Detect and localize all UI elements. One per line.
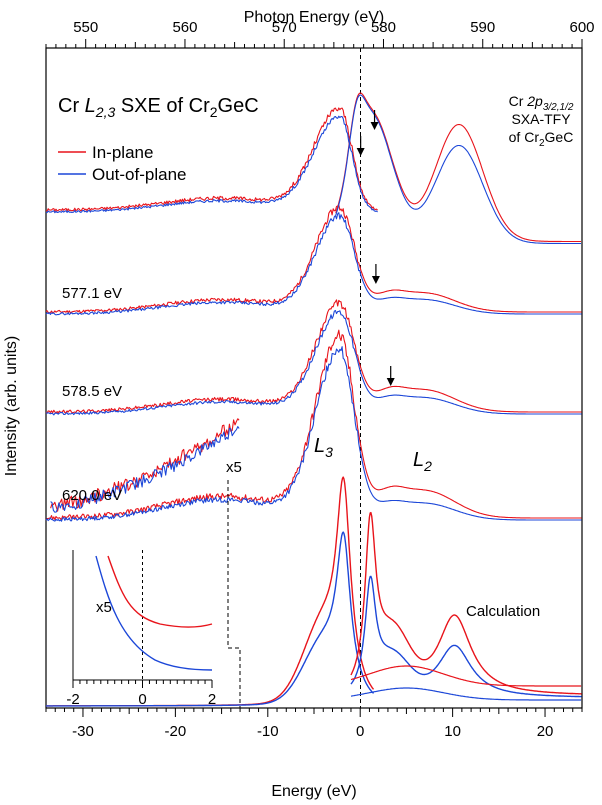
arrow-tfy-1-head xyxy=(356,148,365,156)
x5-segment-in-plane xyxy=(50,418,240,512)
top-tick-label: 580 xyxy=(371,19,396,36)
bottom-axis-title: Energy (eV) xyxy=(271,783,356,800)
calculation-label: Calculation xyxy=(466,603,540,620)
l2-label: L2 xyxy=(413,449,432,474)
zoom-guide-line xyxy=(227,480,241,708)
spectrum-label-620: 620.0 eV xyxy=(62,487,122,504)
inset-tick-label: -2 xyxy=(66,691,79,708)
spectrum-out-of-plane-2 xyxy=(45,346,582,522)
tfy-label-line3: of Cr2GeC xyxy=(509,129,574,149)
calc-occupied-in-plane xyxy=(46,476,375,707)
bottom-tick-label: 20 xyxy=(537,723,554,740)
inset-curve-out-of-plane xyxy=(95,555,213,671)
spectrum-top-out-of-plane xyxy=(45,115,378,214)
top-tick-label: 600 xyxy=(569,19,594,36)
legend-label-in-plane: In-plane xyxy=(92,143,153,162)
y-axis-title: Intensity (arb. units) xyxy=(3,336,20,477)
calc-tail-out-of-plane xyxy=(350,687,582,701)
spectrum-out-of-plane-0 xyxy=(45,212,582,316)
arrow-sxe-577-head xyxy=(371,276,380,284)
calc-unoccupied-out-of-plane xyxy=(350,575,582,698)
top-tick-label: 590 xyxy=(470,19,495,36)
peak-arrows xyxy=(356,110,395,386)
inset-tick-label: 0 xyxy=(138,691,146,708)
top-tick-label: 550 xyxy=(73,19,98,36)
inset-ticks: -2 0 2 xyxy=(66,680,216,708)
calc-unoccupied-in-plane xyxy=(350,511,582,695)
calc-tail-in-plane xyxy=(350,665,582,687)
arrow-tfy-2-head xyxy=(370,122,379,130)
inset-tick-label: 2 xyxy=(208,691,216,708)
panel-title: Cr L2,3 SXE of Cr2GeC xyxy=(58,95,259,120)
spectrum-label-577: 577.1 eV xyxy=(62,285,122,302)
legend-label-out-of-plane: Out-of-plane xyxy=(92,165,187,184)
inset-curve-in-plane xyxy=(107,555,213,628)
l3-label: L3 xyxy=(314,435,333,460)
spectrum-top-in-plane xyxy=(45,107,379,212)
tfy-label: Cr 2p3/2,1/2 SXA-TFY of Cr2GeC xyxy=(509,93,574,149)
spectrum-in-plane-1 xyxy=(45,299,582,414)
top-tick-label: 560 xyxy=(172,19,197,36)
top-axis-title: Photon Energy (eV) xyxy=(244,9,385,26)
calc-occupied-out-of-plane xyxy=(46,531,375,707)
inset-x5-label: x5 xyxy=(96,599,112,616)
spectrum-in-plane-2 xyxy=(45,329,582,521)
arrow-sxe-578-head xyxy=(386,378,395,386)
tfy-label-line2: SXA-TFY xyxy=(511,111,571,127)
x5-label: x5 xyxy=(226,459,242,476)
x5-segment-out-of-plane xyxy=(50,426,240,513)
bottom-tick-label: -20 xyxy=(165,723,187,740)
tfy-out-of-plane xyxy=(335,94,581,245)
tfy-in-plane xyxy=(335,92,581,243)
spectra-curves xyxy=(45,92,582,707)
inset: -2 0 2 x5 xyxy=(66,550,216,708)
tfy-label-line1: Cr 2p3/2,1/2 xyxy=(509,93,574,113)
spectrum-out-of-plane-1 xyxy=(45,309,582,416)
legend: In-plane Out-of-plane xyxy=(58,143,187,184)
spectrum-in-plane-0 xyxy=(45,204,582,314)
bottom-tick-label: -30 xyxy=(72,723,94,740)
bottom-tick-label: 10 xyxy=(444,723,461,740)
spectrum-label-578: 578.5 eV xyxy=(62,383,122,400)
bottom-tick-label: -10 xyxy=(257,723,279,740)
bottom-tick-label: 0 xyxy=(356,723,364,740)
top-tick-label: 570 xyxy=(272,19,297,36)
